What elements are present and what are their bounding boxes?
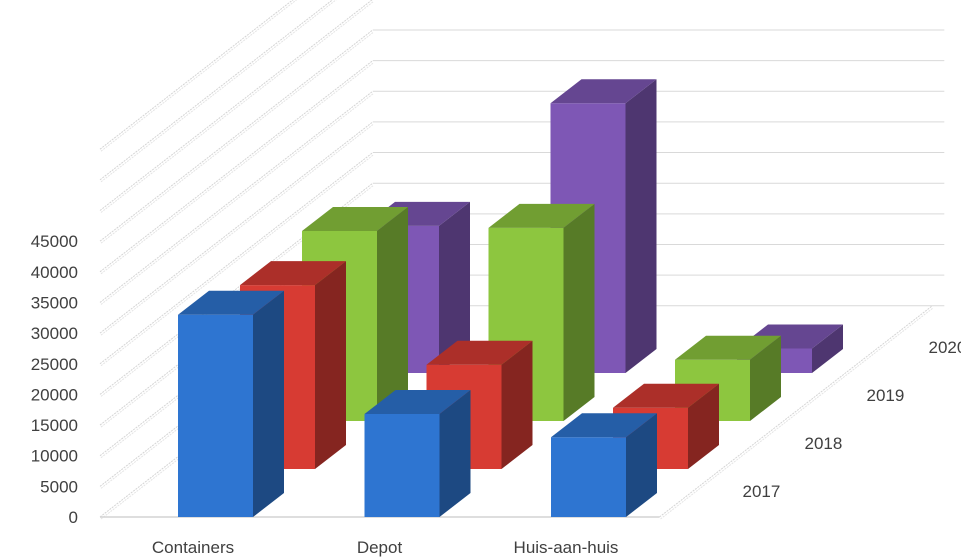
side-wall-gridline (99, 29, 374, 242)
series-depth-label: 2017 (743, 482, 781, 501)
bar-side-face (439, 390, 471, 517)
bar-front-face (178, 314, 253, 517)
side-wall-gridline (100, 0, 375, 213)
bar-top-face (551, 413, 657, 438)
side-wall-gridline (99, 0, 334, 181)
y-tick-label: 20000 (31, 385, 78, 404)
bar-front-face (551, 437, 626, 517)
side-wall-gridline (100, 92, 375, 305)
bar-top-face (488, 203, 595, 228)
bar-side-face (253, 290, 284, 517)
bar-side-face (501, 340, 533, 469)
side-wall-gridline (99, 152, 374, 365)
bar-2017-depot (364, 390, 471, 517)
y-tick-label: 0 (69, 508, 78, 527)
y-tick-label: 10000 (31, 447, 78, 466)
bar-side-face (563, 203, 595, 421)
axis-labels: 0 5000 10000 15000 20000 25000 30000 35000 40000… (31, 232, 961, 557)
y-tick-label: 35000 (31, 293, 78, 312)
series-depth-label: 2018 (805, 434, 843, 453)
bar-side-face (315, 261, 346, 469)
bar-front-face (364, 414, 440, 517)
series-depth-label: 2019 (867, 386, 905, 405)
bar-side-face (377, 206, 408, 421)
bar-side-face (439, 201, 470, 373)
y-tick-label: 40000 (31, 263, 78, 282)
bar-top-face (426, 340, 533, 365)
bar-side-face (688, 383, 719, 469)
bar-side-face (625, 79, 657, 373)
bar-top-face (613, 383, 719, 408)
side-wall-gridline (99, 0, 294, 150)
y-tick-label: 30000 (31, 324, 78, 343)
side-wall-gridline (99, 60, 374, 273)
bar-top-face (364, 390, 471, 415)
y-tick-label: 25000 (31, 355, 78, 374)
side-wall-gridline (100, 0, 337, 183)
bar-top-face (178, 290, 284, 315)
bar-top-face (302, 206, 408, 231)
side-wall-gridline (99, 90, 374, 303)
floor-right-edge (659, 305, 933, 518)
x-category-label: Huis-aan-huis (514, 538, 619, 557)
side-wall-gridline (99, 182, 374, 395)
x-category-label: Depot (357, 538, 403, 557)
bar-top-face (240, 261, 346, 286)
side-wall-gridline (100, 0, 298, 152)
bar-top-face (550, 79, 657, 104)
bars (178, 79, 843, 517)
side-wall-gridline (100, 154, 375, 367)
side-wall-gridline (100, 123, 375, 336)
series-depth-label: 2020 (929, 338, 961, 357)
bar-side-face (626, 413, 657, 517)
floor-right-edge (660, 307, 934, 520)
bar-side-face (750, 335, 781, 421)
y-tick-label: 15000 (31, 416, 78, 435)
side-wall-gridline (100, 31, 375, 244)
side-wall-gridline (100, 62, 375, 275)
side-wall-gridline (99, 121, 374, 334)
side-wall-gridline (99, 0, 373, 211)
bar-top-face (675, 335, 781, 360)
x-category-label: Containers (152, 538, 234, 557)
bar-2017-huis-aan-huis (551, 413, 657, 517)
y-tick-label: 5000 (40, 477, 78, 496)
bar-2017-containers (178, 290, 284, 517)
bar-side-face (812, 324, 843, 373)
y-tick-label: 45000 (31, 232, 78, 251)
